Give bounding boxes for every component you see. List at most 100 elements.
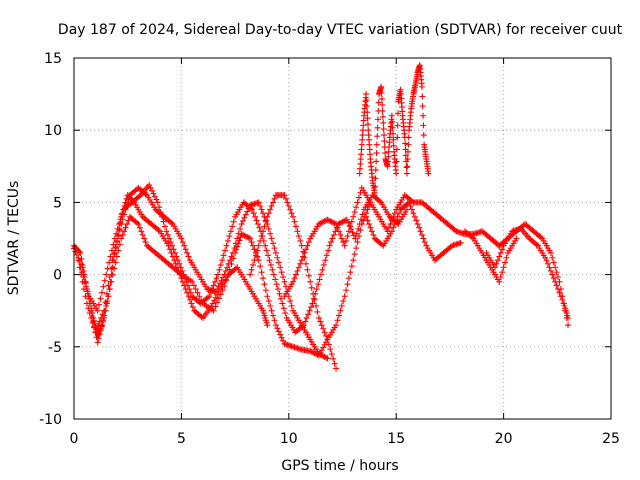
data-point xyxy=(281,192,288,199)
data-point xyxy=(496,278,503,285)
track-point xyxy=(370,231,377,238)
track-point xyxy=(344,281,351,288)
track-point xyxy=(379,101,386,108)
track-point xyxy=(254,253,261,260)
track-point xyxy=(104,265,111,272)
track-point xyxy=(345,275,352,282)
track-point xyxy=(500,264,507,271)
data-point xyxy=(333,221,340,228)
track-point xyxy=(280,305,287,312)
track-point xyxy=(227,228,234,235)
track-point xyxy=(181,242,188,249)
track-point xyxy=(83,283,90,290)
track-point xyxy=(329,235,336,242)
data-point xyxy=(229,249,236,256)
data-point xyxy=(221,283,228,290)
track-point xyxy=(323,252,330,259)
track-point xyxy=(123,221,130,228)
track-point xyxy=(335,228,342,235)
track-point xyxy=(282,195,289,202)
track-point xyxy=(493,260,500,267)
track-point xyxy=(125,196,132,203)
track-point xyxy=(248,266,255,273)
data-point xyxy=(290,278,297,285)
track-point xyxy=(119,231,126,238)
track-point xyxy=(265,252,272,259)
data-point xyxy=(212,288,219,295)
track-point xyxy=(117,216,124,223)
track-point xyxy=(408,198,415,205)
track-point xyxy=(330,231,337,238)
track-point xyxy=(327,346,334,353)
track-point xyxy=(138,228,145,235)
track-point xyxy=(302,260,309,267)
marks-layer xyxy=(71,62,572,372)
track-point xyxy=(278,269,285,276)
track-point xyxy=(257,263,264,270)
data-point xyxy=(77,264,84,271)
data-point xyxy=(309,300,316,307)
track-point xyxy=(299,323,306,330)
track-point xyxy=(291,218,298,225)
data-point xyxy=(275,286,282,293)
track-point xyxy=(390,142,397,149)
track-point xyxy=(355,194,362,201)
track-point xyxy=(110,241,117,248)
track-point xyxy=(380,125,387,132)
track-point xyxy=(212,294,219,301)
track-point xyxy=(279,300,286,307)
track-point xyxy=(112,245,119,252)
track-point xyxy=(288,210,295,217)
data-point xyxy=(300,322,307,329)
track-point xyxy=(343,287,350,294)
track-point xyxy=(258,233,265,240)
data-point xyxy=(388,112,395,119)
track-point xyxy=(338,302,345,309)
track-point xyxy=(363,103,370,110)
track-point xyxy=(503,254,510,261)
track-point xyxy=(98,323,105,330)
track-point xyxy=(302,318,309,325)
data-point xyxy=(565,322,572,329)
data-point xyxy=(223,242,230,249)
track-point xyxy=(219,257,226,264)
track-point xyxy=(222,247,229,254)
track-point xyxy=(88,314,95,321)
data-point xyxy=(315,314,322,321)
track-point xyxy=(394,122,401,129)
data-point xyxy=(350,257,357,264)
track-point xyxy=(389,130,396,137)
track-point xyxy=(320,344,327,351)
track-point xyxy=(317,220,324,227)
track-point xyxy=(373,150,380,157)
track-point xyxy=(285,203,292,210)
track-point xyxy=(89,319,96,326)
track-point xyxy=(327,218,334,225)
track-point xyxy=(339,218,346,225)
track-point xyxy=(334,317,341,324)
track-point xyxy=(280,337,287,344)
track-point xyxy=(320,261,327,268)
track-point xyxy=(322,257,329,264)
y-tick-label: 0 xyxy=(53,268,62,284)
track-point xyxy=(343,237,350,244)
data-point xyxy=(163,228,170,235)
data-point xyxy=(371,192,378,199)
track-point xyxy=(297,237,304,244)
track-point xyxy=(230,218,237,225)
track-point xyxy=(273,281,280,288)
track-point xyxy=(381,138,388,145)
track-point xyxy=(320,353,327,360)
track-point xyxy=(194,289,201,296)
track-point xyxy=(364,115,371,122)
y-tick-label: 10 xyxy=(44,123,62,139)
data-point xyxy=(101,307,108,314)
track-point xyxy=(325,247,332,254)
track-point xyxy=(337,231,344,238)
data-point xyxy=(350,213,357,220)
data-point xyxy=(406,199,413,206)
track-point xyxy=(307,304,314,311)
track-point xyxy=(270,271,277,278)
grid-layer xyxy=(74,58,611,419)
track-point xyxy=(182,246,189,253)
